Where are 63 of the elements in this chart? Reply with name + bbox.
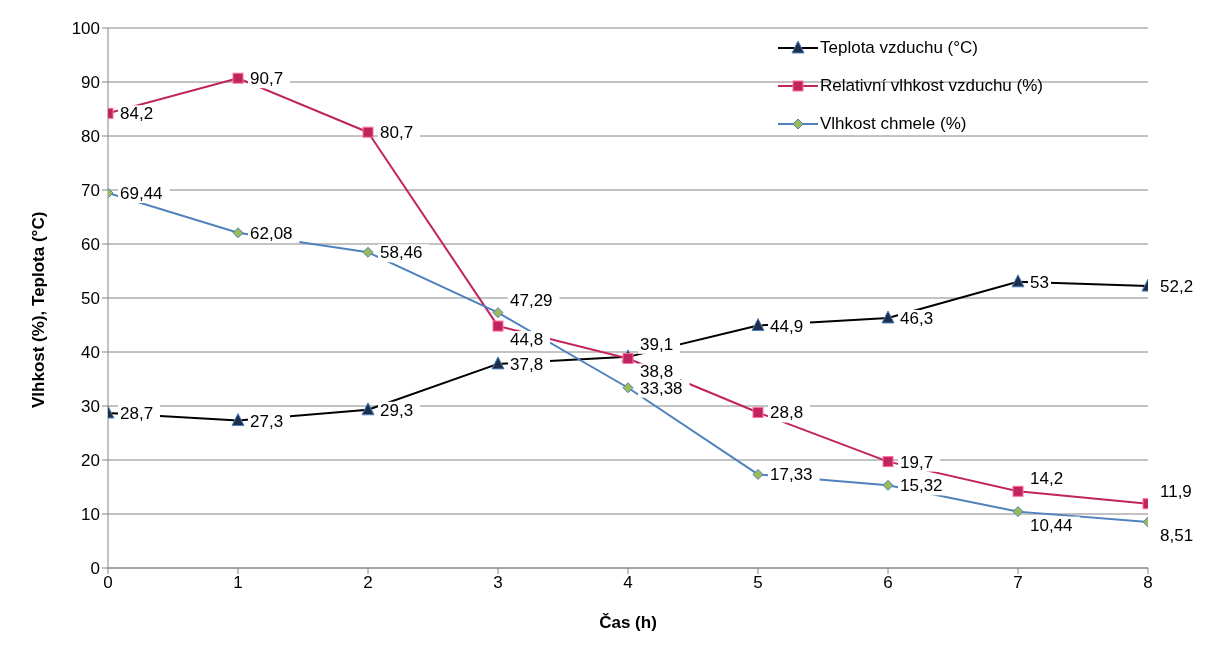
point — [752, 468, 764, 480]
data-label: 11,9 — [1160, 481, 1192, 501]
data-label: 80,7 — [380, 123, 414, 143]
point — [1012, 506, 1024, 518]
y-axis-title: Vlhkost (%), Teplota (°C) — [29, 211, 49, 408]
x-tick-label: 2 — [363, 573, 373, 593]
y-tick-label: 30 — [81, 397, 100, 417]
data-label: 53 — [1030, 272, 1049, 292]
data-label: 44,8 — [510, 330, 544, 350]
y-tick-label: 90 — [81, 73, 100, 93]
x-tick-label: 3 — [493, 573, 503, 593]
legend-label: Teplota vzduchu (°C) — [820, 38, 978, 58]
point — [232, 72, 244, 84]
data-label: 28,8 — [770, 403, 804, 423]
data-label: 29,3 — [380, 400, 414, 420]
data-label: 46,3 — [900, 308, 934, 328]
point — [362, 246, 374, 258]
data-label: 14,2 — [1030, 469, 1064, 489]
point — [882, 479, 894, 491]
point — [362, 126, 374, 138]
point — [492, 307, 504, 319]
point — [622, 382, 634, 394]
x-tick-label: 5 — [753, 573, 763, 593]
point — [492, 320, 504, 332]
x-tick-label: 6 — [883, 573, 893, 593]
data-label: 62,08 — [250, 223, 293, 243]
data-label: 17,33 — [770, 465, 813, 485]
y-tick-label: 80 — [81, 127, 100, 147]
y-tick-label: 50 — [81, 289, 100, 309]
data-label: 84,2 — [120, 104, 154, 124]
y-tick-label: 40 — [81, 343, 100, 363]
y-tick-label: 60 — [81, 235, 100, 255]
data-label: 44,9 — [770, 316, 804, 336]
x-tick-label: 7 — [1013, 573, 1023, 593]
data-label: 69,44 — [120, 184, 163, 204]
point — [882, 456, 894, 468]
x-tick-label: 0 — [103, 573, 113, 593]
data-label: 27,3 — [250, 411, 284, 431]
data-label: 52,2 — [1160, 277, 1194, 297]
legend-label: Vlhkost chmele (%) — [820, 114, 967, 134]
x-tick-label: 8 — [1143, 573, 1153, 593]
data-label: 19,7 — [900, 452, 934, 472]
y-tick-label: 70 — [81, 181, 100, 201]
y-tick-label: 100 — [71, 19, 100, 39]
x-tick-label: 1 — [233, 573, 243, 593]
data-label: 28,7 — [120, 404, 154, 424]
data-label: 90,7 — [250, 69, 284, 89]
data-label: 8,51 — [1160, 526, 1194, 546]
y-tick-label: 10 — [81, 505, 100, 525]
data-label: 39,1 — [640, 334, 674, 354]
x-tick-label: 4 — [623, 573, 633, 593]
data-label: 37,8 — [510, 354, 544, 374]
point — [232, 227, 244, 239]
y-tick-label: 20 — [81, 451, 100, 471]
legend-label: Relativní vlhkost vzduchu (%) — [820, 76, 1043, 96]
x-axis-title: Čas (h) — [599, 613, 657, 632]
data-label: 58,46 — [380, 243, 423, 263]
point — [1012, 485, 1024, 497]
point — [752, 406, 764, 418]
data-label: 10,44 — [1030, 515, 1073, 535]
y-tick-label: 0 — [90, 559, 100, 579]
data-label: 47,29 — [510, 290, 553, 310]
data-label: 15,32 — [900, 476, 943, 496]
